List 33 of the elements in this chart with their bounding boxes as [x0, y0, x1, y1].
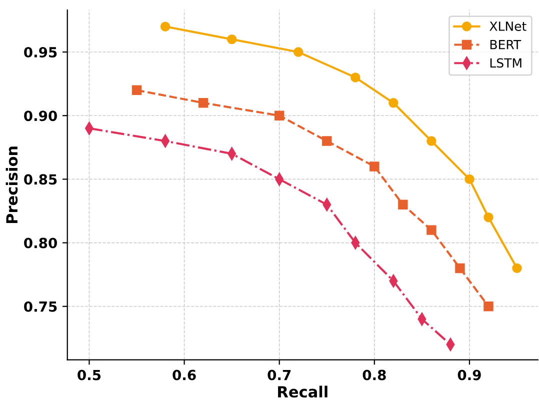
point — [426, 225, 436, 235]
y-tick-label: 0.75 — [24, 301, 57, 312]
point — [226, 34, 237, 44]
x-tick-label: 0.6 — [172, 370, 196, 380]
point — [426, 136, 436, 146]
y-tick-label: 0.85 — [24, 174, 57, 185]
legend-label: LSTM — [490, 58, 522, 68]
point — [455, 263, 465, 274]
legend-label: XLNet — [490, 22, 526, 31]
y-axis-title: Precision — [6, 146, 18, 224]
point — [512, 263, 522, 274]
point — [398, 200, 408, 210]
x-axis-title: Recall — [278, 386, 328, 398]
x-tick-label: 0.5 — [78, 370, 101, 380]
point — [132, 85, 142, 96]
y-tick-label: 0.80 — [24, 238, 57, 248]
point — [322, 136, 332, 146]
point — [388, 98, 398, 108]
y-tick-label: 0.95 — [24, 46, 57, 58]
x-tick-label: 0.7 — [268, 370, 291, 380]
x-tick-label: 0.9 — [458, 370, 481, 380]
point — [484, 212, 494, 222]
point — [484, 302, 494, 312]
point — [198, 98, 208, 108]
point — [464, 174, 474, 184]
point — [160, 22, 170, 32]
y-tick-label: 0.90 — [24, 110, 57, 122]
x-tick-label: 0.8 — [362, 370, 386, 380]
point — [274, 110, 284, 120]
point — [350, 72, 360, 82]
legend-label: BERT — [490, 40, 522, 50]
point — [294, 47, 304, 57]
point — [370, 162, 380, 172]
